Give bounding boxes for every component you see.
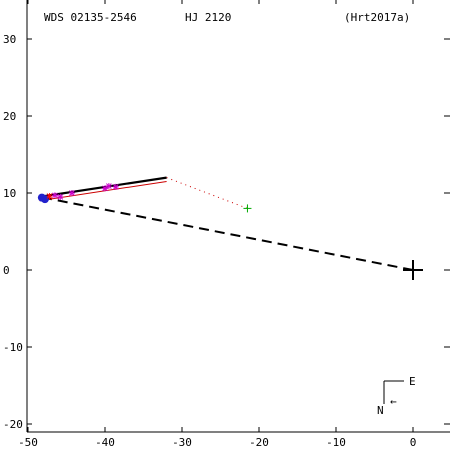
y-tick-label: 20 bbox=[3, 110, 16, 123]
observation-point bbox=[57, 193, 64, 200]
observations bbox=[37, 183, 252, 213]
observation-point bbox=[105, 183, 112, 190]
axis-ticks bbox=[27, 0, 450, 432]
x-tick-label: -30 bbox=[172, 436, 192, 449]
observation-point bbox=[46, 193, 53, 200]
x-tick-label: 0 bbox=[410, 436, 417, 449]
y-tick-label: 30 bbox=[3, 33, 16, 46]
x-tick-label: -40 bbox=[95, 436, 115, 449]
observation-point bbox=[40, 195, 49, 204]
y-tick-label: 0 bbox=[3, 264, 10, 277]
compass-east-label: E bbox=[409, 375, 416, 388]
observation-stroke bbox=[69, 190, 75, 196]
x-tick-label: -20 bbox=[249, 436, 269, 449]
observation-point bbox=[112, 183, 119, 190]
compass-north-label: N bbox=[377, 404, 384, 417]
new-orbit-line bbox=[39, 176, 167, 198]
observation-point bbox=[68, 190, 75, 196]
y-tick-label: -10 bbox=[3, 341, 23, 354]
observation-stroke bbox=[57, 193, 64, 200]
x-tick-label: -10 bbox=[326, 436, 346, 449]
y-tick-label: 10 bbox=[3, 187, 16, 200]
observation-point bbox=[102, 185, 108, 192]
reference: (Hrt2017a) bbox=[344, 11, 410, 24]
y-tick-label: -20 bbox=[3, 418, 23, 431]
designation: HJ 2120 bbox=[185, 11, 231, 24]
observation-stroke bbox=[102, 185, 108, 192]
motion-arrow-icon: ← bbox=[390, 395, 397, 408]
observation-stroke bbox=[105, 183, 112, 189]
observation-stroke bbox=[52, 192, 58, 199]
observation-stroke bbox=[112, 183, 119, 190]
x-tick-label: -50 bbox=[18, 436, 38, 449]
observation-point bbox=[51, 192, 58, 199]
observation-stroke bbox=[46, 193, 53, 199]
compass: E N ← bbox=[377, 375, 416, 417]
system-id: WDS 02135-2546 bbox=[44, 11, 137, 24]
axis-tick-labels: -50 -40 -30 -20 -10 0 -20 -10 0 10 20 30 bbox=[3, 33, 416, 449]
